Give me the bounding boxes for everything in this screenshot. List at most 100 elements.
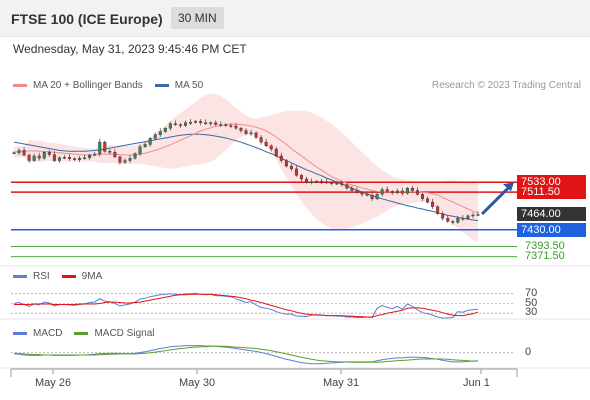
rsi-ma-legend-label: 9MA <box>81 271 103 282</box>
candle-body <box>431 201 435 207</box>
level-label-7511.50: 7511.50 <box>517 185 586 200</box>
x-tick-label: Jun 1 <box>463 377 490 389</box>
candle-body <box>466 215 470 219</box>
macd-signal-line <box>13 345 478 363</box>
candle-body <box>118 156 122 163</box>
candle-body <box>138 146 142 154</box>
candle-body <box>168 123 172 129</box>
candle-body <box>32 155 36 161</box>
candle-body <box>204 122 208 124</box>
signal-legend-label: MACD Signal <box>94 328 155 339</box>
candle-body <box>199 121 203 123</box>
candle-body <box>113 152 117 158</box>
candle-body <box>214 122 218 125</box>
candle-body <box>279 155 283 161</box>
candle-body <box>284 160 288 167</box>
candle-body <box>305 178 309 183</box>
rsi-tick-50: 50 <box>525 296 538 309</box>
candle-body <box>27 154 31 161</box>
ma50-line <box>13 133 479 221</box>
candle-body <box>385 189 389 192</box>
candle-body <box>67 157 71 159</box>
candle-body <box>471 214 475 217</box>
candle-body <box>219 124 223 126</box>
rsi-legend: RSI 9MA <box>13 271 102 282</box>
candle-body <box>390 191 394 194</box>
candle-body <box>315 181 319 183</box>
candle-body <box>163 128 167 132</box>
candle-body <box>194 121 198 123</box>
forecast-arrow-head <box>503 182 514 192</box>
candle-body <box>98 141 102 155</box>
chart-datetime: Wednesday, May 31, 2023 9:45:46 PM CET <box>13 42 247 56</box>
candle-body <box>189 122 193 124</box>
candle-body <box>310 181 314 183</box>
rsi-tick-30: 30 <box>525 306 538 319</box>
candle-body <box>320 181 324 183</box>
rsi-swatch <box>13 275 27 278</box>
candle-body <box>153 134 157 139</box>
candle-body <box>103 141 107 152</box>
candle-body <box>52 154 56 161</box>
candle-body <box>133 153 137 159</box>
candle-body <box>148 138 152 145</box>
candle-body <box>12 152 16 154</box>
candle-body <box>234 125 238 129</box>
candle-body <box>375 194 379 200</box>
candle-body <box>229 125 233 127</box>
candle-body <box>88 154 92 158</box>
candle-body <box>62 157 66 159</box>
candle-body <box>224 124 228 126</box>
candle-body <box>83 157 87 159</box>
candle-body <box>365 194 369 196</box>
candle-body <box>249 132 253 135</box>
rsi-tick-70: 70 <box>525 286 538 299</box>
candle-body <box>410 188 414 191</box>
candle-body <box>47 152 51 155</box>
candle-body <box>264 141 268 147</box>
candle-body <box>446 217 450 222</box>
forecast-arrow-shaft <box>480 185 512 216</box>
level-label-7430.00: 7430.00 <box>517 222 586 237</box>
bollinger-band <box>14 93 478 243</box>
candle-body <box>108 151 112 153</box>
level-label-7393.50: 7393.50 <box>525 239 565 252</box>
candle-body <box>325 181 329 183</box>
timeframe-badge[interactable]: 30 MIN <box>171 7 224 29</box>
x-tick-label: May 30 <box>179 377 216 389</box>
candle-body <box>360 192 364 195</box>
candle-body <box>289 165 293 170</box>
ma50-swatch <box>154 84 169 87</box>
candle-body <box>73 158 77 160</box>
candle-body <box>158 131 162 135</box>
candle-body <box>330 182 334 184</box>
macd-swatch <box>13 332 27 335</box>
rsi-ma-swatch <box>61 275 76 278</box>
candle-body <box>57 157 61 161</box>
candle-body <box>143 144 147 147</box>
candle-body <box>345 184 349 189</box>
candle-body <box>37 155 41 159</box>
signal-swatch <box>74 332 89 335</box>
level-label-7464.00: 7464.00 <box>517 207 586 222</box>
candle-body <box>405 188 409 194</box>
x-tick-label: May 26 <box>35 377 72 389</box>
ma20-swatch <box>13 84 27 87</box>
candle-body <box>370 194 374 200</box>
macd-legend-label: MACD <box>33 328 63 339</box>
candle-body <box>294 168 298 176</box>
candle-body <box>426 198 430 203</box>
candle-body <box>441 213 445 219</box>
ma50-legend-label: MA 50 <box>174 80 204 91</box>
candle-body <box>17 150 21 153</box>
ma20-line <box>13 123 479 214</box>
candle-body <box>244 130 248 135</box>
candle-body <box>42 152 46 159</box>
x-tick-label: May 31 <box>323 377 360 389</box>
level-label-7371.50: 7371.50 <box>525 249 565 262</box>
macd-tick-0: 0 <box>525 345 532 358</box>
candle-body <box>461 217 465 220</box>
candle-body <box>335 182 339 185</box>
candle-body <box>123 160 127 163</box>
candle-body <box>259 137 263 143</box>
